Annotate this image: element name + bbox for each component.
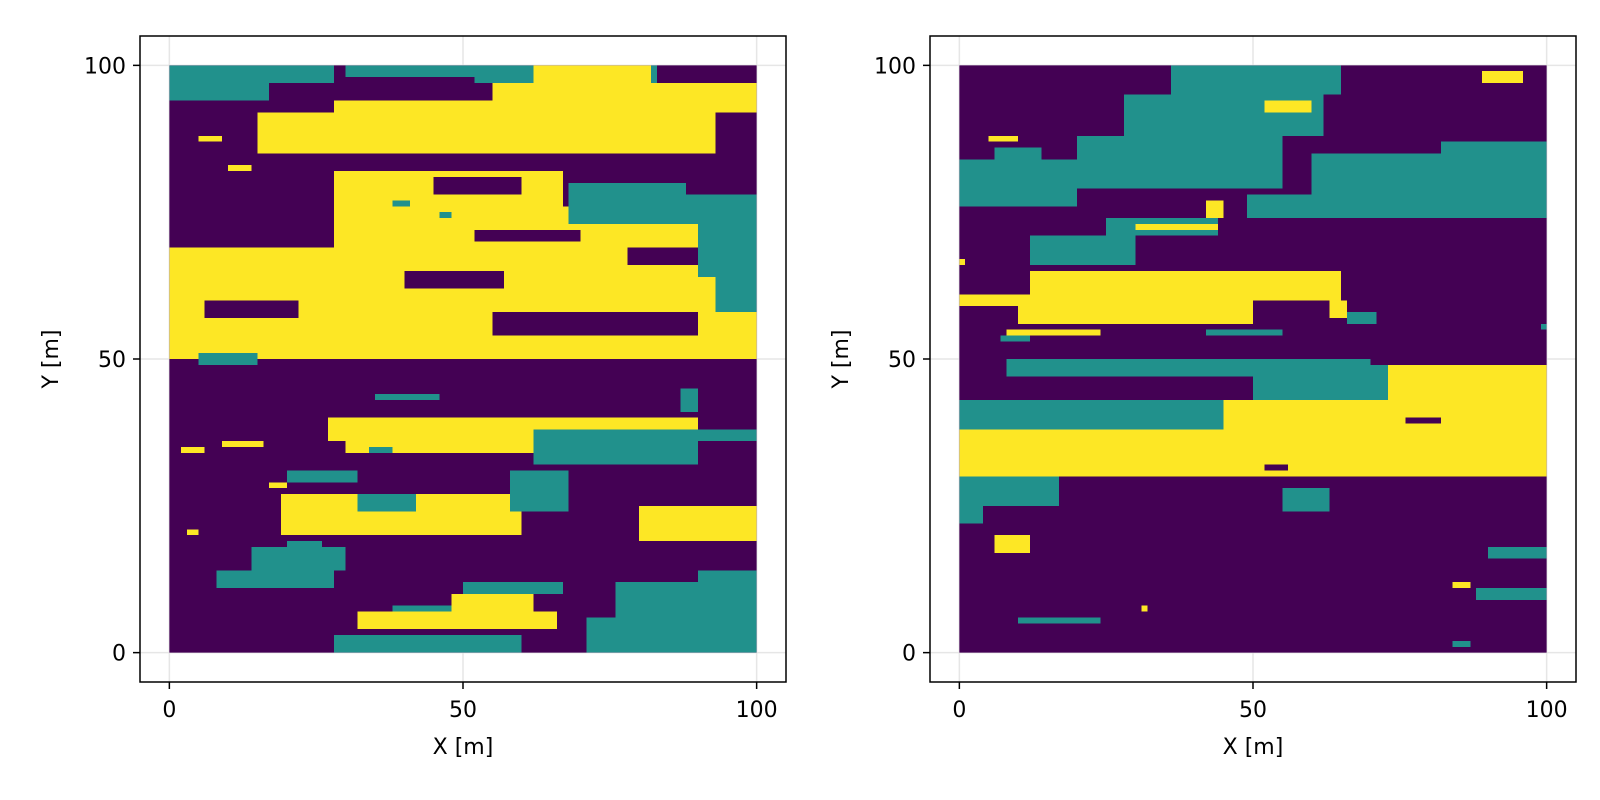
heatmap-cell-2 xyxy=(639,505,757,542)
heatmap-cell-1 xyxy=(1247,194,1547,219)
heatmap-cell-2 xyxy=(186,529,199,536)
heatmap-cell-1 xyxy=(1000,335,1030,342)
heatmap-cell-2 xyxy=(228,165,252,172)
heatmap-cell-2 xyxy=(1329,300,1347,318)
heatmap-cell-2 xyxy=(198,135,223,142)
heatmap-cell-1 xyxy=(439,212,452,219)
heatmap-cell-1 xyxy=(715,276,757,313)
heatmap-cell-1 xyxy=(345,65,475,78)
y-axis-label: Y [m] xyxy=(39,329,64,389)
heatmap-cell-2 xyxy=(1482,71,1524,83)
x-tick-label: 100 xyxy=(736,698,778,723)
heatmap-cell-2 xyxy=(222,441,264,448)
heatmap-cell-0 xyxy=(474,229,581,242)
heatmap-cell-2 xyxy=(959,259,966,266)
heatmap-cell-1 xyxy=(216,570,334,589)
heatmap-cell-1 xyxy=(1029,235,1136,266)
heatmap-cell-1 xyxy=(333,635,522,653)
heatmap-cell-0 xyxy=(433,176,522,195)
heatmap-cell-0 xyxy=(492,312,698,336)
heatmap-cell-1 xyxy=(697,206,757,277)
heatmap-cell-1 xyxy=(392,200,411,207)
heatmap-cell-2 xyxy=(269,482,287,489)
heatmap-cell-2 xyxy=(357,611,557,630)
heatmap-cell-1 xyxy=(286,541,323,547)
heatmap-cell-2 xyxy=(1388,364,1547,401)
heatmap-cell-2 xyxy=(959,429,1547,477)
y-tick-label: 0 xyxy=(902,642,916,667)
heatmap-cell-1 xyxy=(369,447,393,453)
x-axis-label: X [m] xyxy=(433,735,494,760)
heatmap-cell-1 xyxy=(1018,617,1101,624)
x-tick-label: 100 xyxy=(1526,698,1568,723)
heatmap-cell-0 xyxy=(1405,417,1441,424)
heatmap-cell-1 xyxy=(680,388,698,412)
heatmap-cell-1 xyxy=(1206,329,1283,336)
heatmap-cell-1 xyxy=(286,470,358,483)
heatmap-cell-2 xyxy=(959,294,1030,307)
heatmap-cell-1 xyxy=(959,159,1077,207)
heatmap-cell-1 xyxy=(169,65,270,101)
heatmap-cell-1 xyxy=(1170,65,1342,95)
y-tick-label: 100 xyxy=(84,54,126,79)
heatmap-cell-2 xyxy=(1452,582,1471,589)
heatmap-cell-0 xyxy=(204,300,299,318)
heatmap-cell-2 xyxy=(345,441,651,453)
heatmap-cell-1 xyxy=(1076,135,1283,189)
x-tick-label: 0 xyxy=(952,698,966,723)
x-axis-label: X [m] xyxy=(1223,735,1284,760)
heatmap-cell-2 xyxy=(1141,605,1148,612)
y-tick-label: 50 xyxy=(98,348,126,373)
heatmap-cell-2 xyxy=(181,447,205,453)
heatmap-cell-1 xyxy=(959,505,983,524)
heatmap-cell-1 xyxy=(1253,364,1400,401)
heatmap-cell-1 xyxy=(1282,488,1330,512)
heatmap-cell-1 xyxy=(251,546,346,571)
heatmap-cell-1 xyxy=(994,147,1042,160)
heatmap-cell-2 xyxy=(1018,300,1253,324)
heatmap-cell-2 xyxy=(1264,100,1312,113)
heatmap-cell-1 xyxy=(1540,323,1547,330)
heatmap-cell-1 xyxy=(1476,588,1547,600)
heatmap-cell-2 xyxy=(988,135,1019,142)
heatmap-cell-1 xyxy=(686,429,757,442)
y-tick-label: 50 xyxy=(888,348,916,373)
heatmap-cell-1 xyxy=(1487,546,1547,559)
x-tick-label: 50 xyxy=(449,698,477,723)
heatmap-cell-1 xyxy=(463,582,563,594)
heatmap-cell-1 xyxy=(198,353,258,365)
heatmap-cell-2 xyxy=(451,593,534,612)
y-tick-label: 100 xyxy=(874,54,916,79)
heatmap-cell-2 xyxy=(1223,400,1547,430)
heatmap-cell-1 xyxy=(357,494,417,512)
x-tick-label: 50 xyxy=(1239,698,1267,723)
heatmap-cell-2 xyxy=(1029,270,1342,301)
heatmap-cell-1 xyxy=(392,605,452,612)
heatmap-cell-0 xyxy=(1264,464,1289,471)
y-axis-label: Y [m] xyxy=(829,329,854,389)
heatmap-cell-2 xyxy=(1135,223,1218,230)
panel-right: 0 50 100 0 50 100 X [m] Y [m] xyxy=(829,35,1577,760)
heatmap-cell-1 xyxy=(568,182,687,195)
heatmap-cell-1 xyxy=(374,394,440,401)
heatmap-cell-1 xyxy=(269,65,334,83)
heatmap-cell-2 xyxy=(994,535,1030,553)
heatmap-cell-2 xyxy=(1206,200,1224,219)
x-tick-label: 0 xyxy=(162,698,176,723)
heatmap-cell-1 xyxy=(1440,141,1547,154)
heatmap-cell-1 xyxy=(533,429,698,465)
heatmap-cell-1 xyxy=(697,570,757,653)
heatmap-cell-0 xyxy=(404,270,505,289)
heatmap-cell-1 xyxy=(1452,640,1471,647)
y-tick-label: 0 xyxy=(112,642,126,667)
panel-left: 0 50 100 0 50 100 X [m] Y [m] xyxy=(39,35,787,760)
heatmap-cell-1 xyxy=(1346,312,1377,324)
heatmap-cell-1 xyxy=(1311,153,1547,195)
heatmap-cell-1 xyxy=(509,470,569,512)
heatmap-cell-2 xyxy=(533,65,651,89)
heatmap-cell-2 xyxy=(1006,329,1101,336)
